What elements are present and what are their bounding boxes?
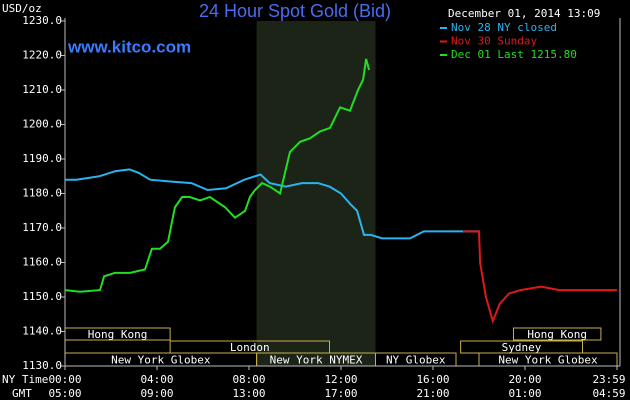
- y-tick-label: 1160.0: [22, 256, 62, 269]
- session-label: Hong Kong: [527, 328, 587, 341]
- x-row-label: GMT: [12, 387, 32, 400]
- legend-label: Nov 28 NY closed: [451, 21, 557, 34]
- y-tick-label: 1180.0: [22, 187, 62, 200]
- price-line: [462, 230, 617, 325]
- x-tick-label: 23:59: [592, 373, 625, 386]
- x-tick-label: 05:00: [48, 387, 81, 400]
- y-tick-label: 1230.0: [22, 14, 62, 27]
- x-tick-label: 08:00: [232, 373, 265, 386]
- y-tick-label: 1150.0: [22, 290, 62, 303]
- y-tick-label: 1210.0: [22, 83, 62, 96]
- y-tick-label: 1190.0: [22, 152, 62, 165]
- x-tick-label: 04:59: [592, 387, 625, 400]
- x-tick-label: 17:00: [324, 387, 357, 400]
- session-label: New York Globex: [498, 354, 598, 367]
- price-line: [64, 58, 371, 293]
- session-label: London: [230, 341, 270, 354]
- session-label: Hong Kong: [88, 328, 148, 341]
- highlight-band: [256, 21, 376, 366]
- y-tick-label: 1170.0: [22, 221, 62, 234]
- timestamp: December 01, 2014 13:09: [448, 7, 600, 20]
- x-tick-label: 01:00: [508, 387, 541, 400]
- session-label: New York Globex: [111, 354, 211, 367]
- y-axis-label: USD/oz: [2, 2, 42, 15]
- site-label: www.kitco.com: [67, 37, 191, 56]
- price-line: [65, 168, 479, 240]
- y-tick-label: 1130.0: [22, 359, 62, 372]
- x-tick-label: 12:00: [324, 373, 357, 386]
- session-label: NY Globex: [386, 354, 446, 367]
- legend-label: Nov 30 Sunday: [451, 35, 537, 48]
- x-tick-label: 21:00: [416, 387, 449, 400]
- x-tick-label: 13:00: [232, 387, 265, 400]
- x-tick-label: 09:00: [140, 387, 173, 400]
- x-tick-label: 20:00: [508, 373, 541, 386]
- session-label: Sydney: [502, 341, 542, 354]
- session-box: [513, 327, 602, 341]
- y-tick-label: 1200.0: [22, 118, 62, 131]
- x-tick-label: 16:00: [416, 373, 449, 386]
- x-tick-label: 00:00: [48, 373, 81, 386]
- chart-title: 24 Hour Spot Gold (Bid): [199, 1, 391, 21]
- y-tick-label: 1220.0: [22, 49, 62, 62]
- legend-label: Dec 01 Last 1215.80: [451, 48, 577, 61]
- x-row-label: NY Time: [2, 373, 48, 386]
- session-label: New York NYMEX: [270, 354, 363, 367]
- x-tick-label: 04:00: [140, 373, 173, 386]
- y-tick-label: 1140.0: [22, 325, 62, 338]
